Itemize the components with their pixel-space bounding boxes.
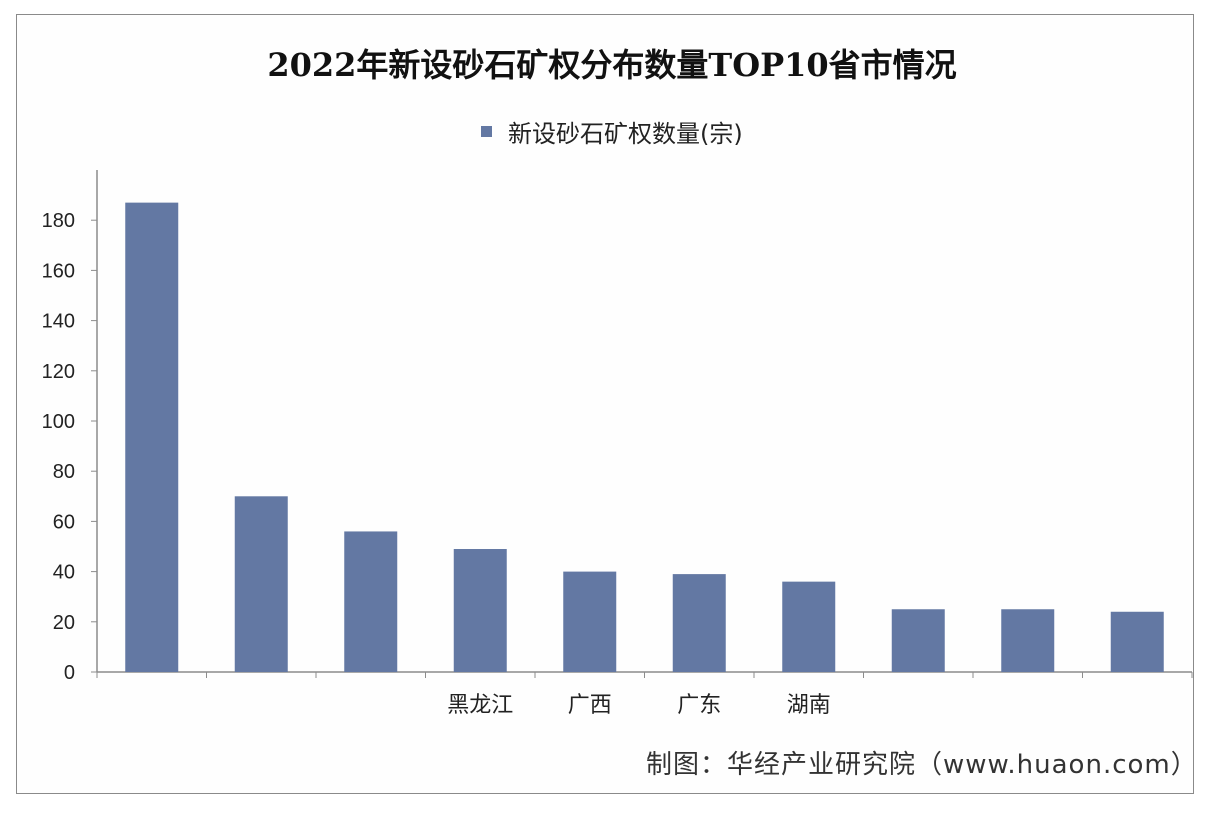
x-category-label: 湖南: [787, 693, 831, 718]
y-tick-label: 0: [64, 662, 75, 684]
bar: [672, 574, 726, 672]
y-tick-label: 120: [42, 361, 75, 383]
bar: [344, 531, 398, 672]
chart-title: 2022年新设砂石矿权分布数量TOP10省市情况: [267, 46, 957, 84]
legend-label: 新设砂石矿权数量(宗): [507, 120, 743, 148]
x-category-label: 广西: [568, 693, 612, 718]
y-tick-label: 160: [42, 260, 75, 282]
bar: [234, 496, 288, 672]
bar: [453, 549, 507, 672]
y-tick-label: 40: [53, 562, 75, 584]
y-tick-label: 140: [42, 311, 75, 333]
y-tick-label: 20: [53, 612, 75, 634]
bar: [125, 202, 179, 672]
chart-credit: 制图：华经产业研究院（www.huaon.com）: [646, 750, 1198, 780]
bar: [891, 609, 945, 672]
bar: [1110, 611, 1164, 672]
bars: [125, 202, 1164, 672]
bar: [782, 581, 836, 672]
y-axis-ticks: 0 20 40 60 80 100 120 140 160 180: [42, 210, 97, 684]
legend-swatch: [481, 126, 493, 137]
y-tick-label: 180: [42, 210, 75, 232]
x-axis-labels: 黑龙江 广西 广东 湖南: [447, 693, 831, 718]
bar: [1001, 609, 1055, 672]
bar: [563, 571, 617, 672]
y-tick-label: 80: [53, 461, 75, 483]
y-tick-label: 100: [42, 411, 75, 433]
legend: 新设砂石矿权数量(宗): [0, 114, 1224, 149]
y-tick-label: 60: [53, 511, 75, 533]
x-category-label: 黑龙江: [447, 693, 513, 718]
x-category-label: 广东: [677, 693, 721, 718]
